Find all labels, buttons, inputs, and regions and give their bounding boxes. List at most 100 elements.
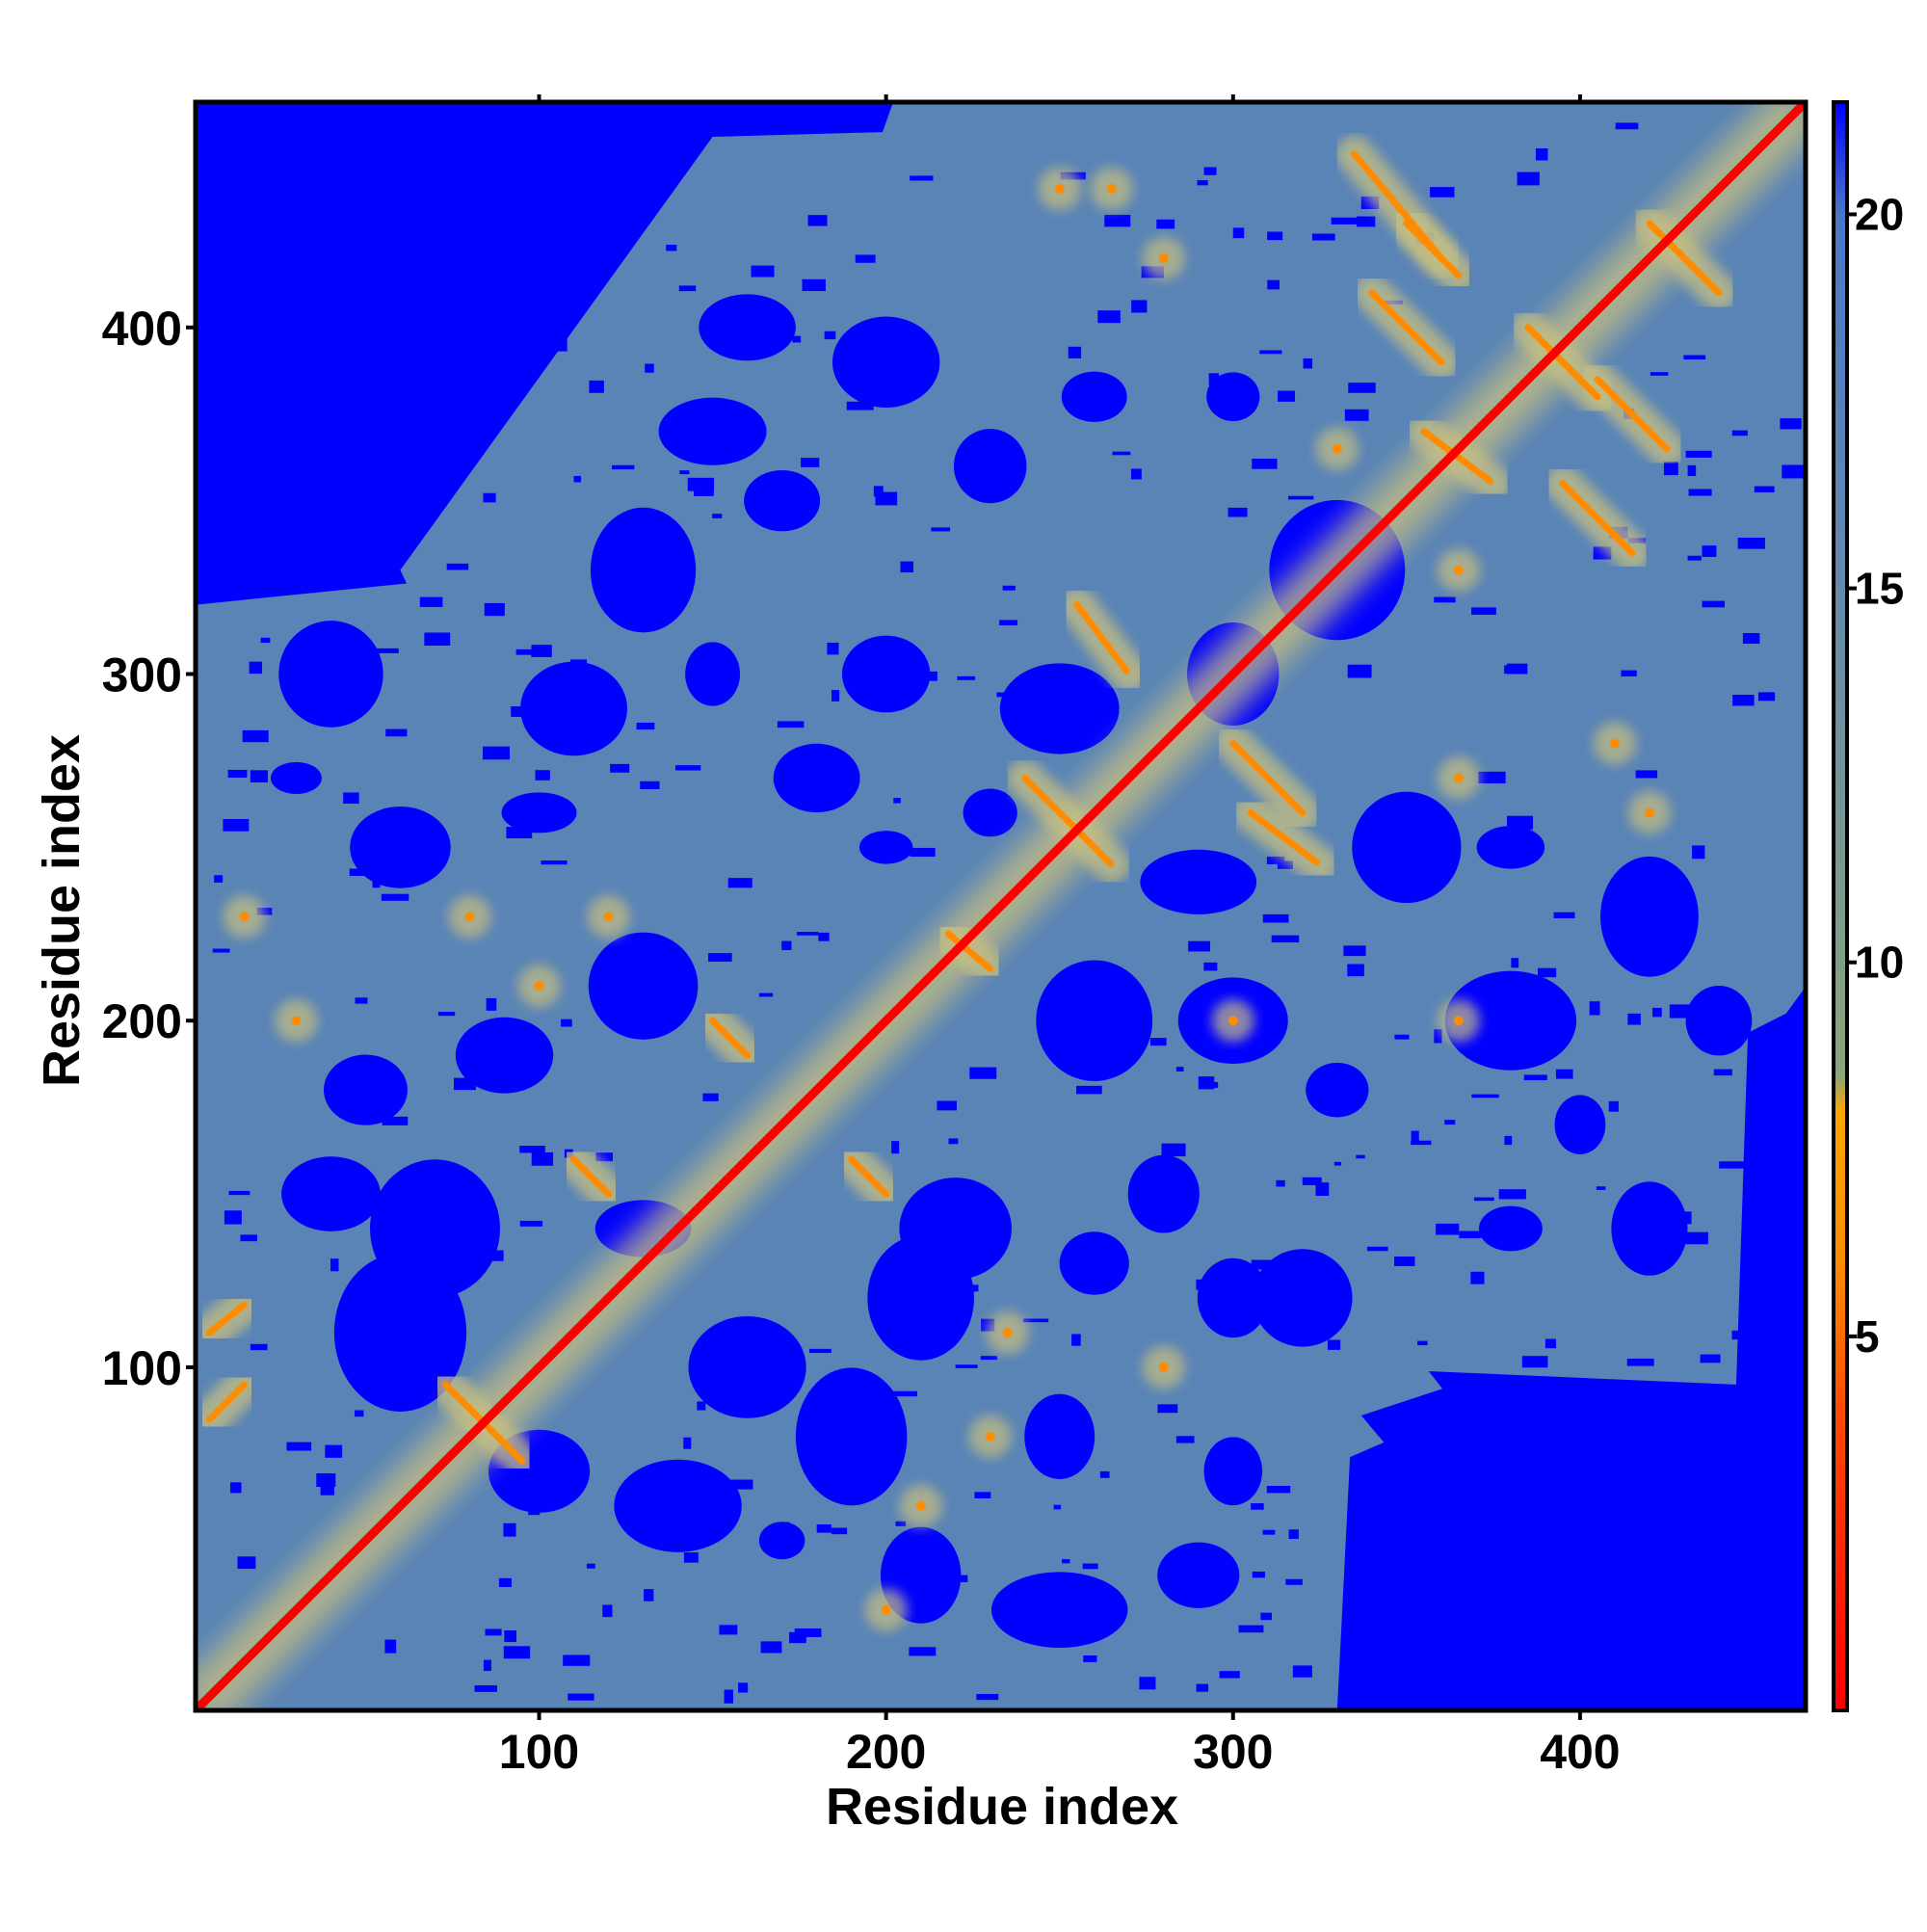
far-speckle xyxy=(895,1521,907,1526)
far-speckle xyxy=(1267,279,1280,290)
far-speckle xyxy=(493,346,511,357)
far-speckle xyxy=(493,1036,512,1048)
far-speckle xyxy=(937,1100,958,1111)
x-tick-label: 400 xyxy=(1540,1725,1620,1779)
far-patch xyxy=(590,507,697,633)
far-speckle xyxy=(900,561,914,573)
far-speckle xyxy=(540,205,560,212)
far-speckle xyxy=(1471,607,1496,615)
far-patch xyxy=(1206,372,1260,422)
far-speckle xyxy=(1782,464,1806,479)
far-speckle xyxy=(1473,1197,1494,1202)
far-speckle xyxy=(528,1501,541,1516)
far-speckle xyxy=(354,698,370,708)
contact-spot xyxy=(1158,1362,1169,1372)
far-speckle xyxy=(1737,538,1765,549)
far-speckle xyxy=(1700,1577,1711,1583)
far-speckle xyxy=(305,677,328,687)
far-speckle xyxy=(446,454,471,460)
y-tick-label: 200 xyxy=(102,994,182,1048)
far-patch xyxy=(281,1156,381,1231)
far-speckle xyxy=(1459,1231,1482,1239)
far-speckle xyxy=(286,1442,312,1451)
far-speckle xyxy=(1271,935,1300,943)
far-speckle xyxy=(319,536,330,543)
far-speckle xyxy=(708,953,732,962)
far-speckle xyxy=(483,1659,491,1672)
colorbar-tick-label: 15 xyxy=(1855,564,1904,614)
x-axis-label: Residue index xyxy=(826,1778,1178,1836)
contact-segment xyxy=(1247,808,1324,868)
far-speckle xyxy=(1099,1470,1110,1478)
far-speckle xyxy=(1544,1338,1556,1349)
far-speckle xyxy=(1131,300,1148,313)
far-speckle xyxy=(697,1401,706,1411)
far-speckle xyxy=(969,1067,997,1079)
far-speckle xyxy=(1669,1677,1697,1682)
far-speckle xyxy=(948,1138,959,1145)
far-patch xyxy=(323,1054,408,1125)
far-speckle xyxy=(1203,167,1217,175)
far-speckle xyxy=(399,380,409,386)
contact-spot xyxy=(1453,773,1464,783)
far-speckle xyxy=(1251,1503,1264,1510)
contact-spot xyxy=(1332,443,1342,454)
far-speckle xyxy=(1331,217,1358,225)
far-speckle xyxy=(954,1304,969,1317)
far-speckle xyxy=(573,475,582,483)
far-speckle xyxy=(1687,464,1697,476)
far-speckle xyxy=(1535,148,1548,161)
far-speckle xyxy=(329,306,341,320)
far-speckle xyxy=(1626,1358,1654,1366)
far-speckle xyxy=(1219,1671,1240,1679)
far-speckle xyxy=(1511,1010,1524,1017)
far-speckle xyxy=(1521,1356,1548,1368)
far-speckle xyxy=(1654,1243,1681,1256)
far-speckle xyxy=(1378,1539,1398,1547)
contact-spot xyxy=(239,912,250,922)
far-patch xyxy=(278,621,383,728)
far-speckle xyxy=(563,1654,591,1666)
far-speckle xyxy=(1266,856,1285,864)
far-speckle xyxy=(1366,1601,1391,1605)
far-patch xyxy=(841,635,931,713)
colorbar-gradient xyxy=(1834,102,1847,1710)
far-speckle xyxy=(482,746,511,760)
far-speckle xyxy=(612,464,635,470)
y-tick-label: 100 xyxy=(102,1341,182,1395)
far-speckle xyxy=(554,338,568,352)
far-speckle xyxy=(286,142,309,146)
far-speckle xyxy=(1480,1398,1489,1405)
far-speckle xyxy=(693,444,720,452)
far-patch xyxy=(832,316,940,408)
far-speckle xyxy=(382,1116,409,1125)
far-speckle xyxy=(1288,1529,1299,1540)
far-speckle xyxy=(1238,1282,1249,1286)
far-speckle xyxy=(1344,409,1369,421)
far-speckle xyxy=(393,860,409,868)
far-patch xyxy=(1059,1231,1129,1295)
far-speckle xyxy=(1139,1677,1156,1690)
colorbar: 5 10 15 20 xyxy=(1832,100,1904,1712)
far-speckle xyxy=(1777,1060,1794,1065)
far-speckle xyxy=(957,675,976,680)
far-speckle xyxy=(1055,1048,1074,1058)
far-speckle xyxy=(1051,667,1060,680)
far-speckle xyxy=(1262,1529,1276,1535)
far-speckle xyxy=(1621,1632,1641,1640)
contact-spot xyxy=(534,981,544,992)
far-speckle xyxy=(910,847,936,858)
contact-segment xyxy=(1559,480,1636,557)
far-speckle xyxy=(1267,231,1283,241)
far-speckle xyxy=(249,661,263,675)
far-speckle xyxy=(486,997,497,1011)
far-speckle xyxy=(1083,1654,1097,1662)
far-speckle xyxy=(678,285,697,292)
far-speckle xyxy=(1465,1045,1492,1058)
far-patch xyxy=(588,932,699,1040)
far-speckle xyxy=(240,1234,257,1242)
far-speckle xyxy=(372,874,381,888)
far-speckle xyxy=(666,244,677,251)
far-speckle xyxy=(1470,1271,1485,1284)
far-speckle xyxy=(802,278,826,292)
